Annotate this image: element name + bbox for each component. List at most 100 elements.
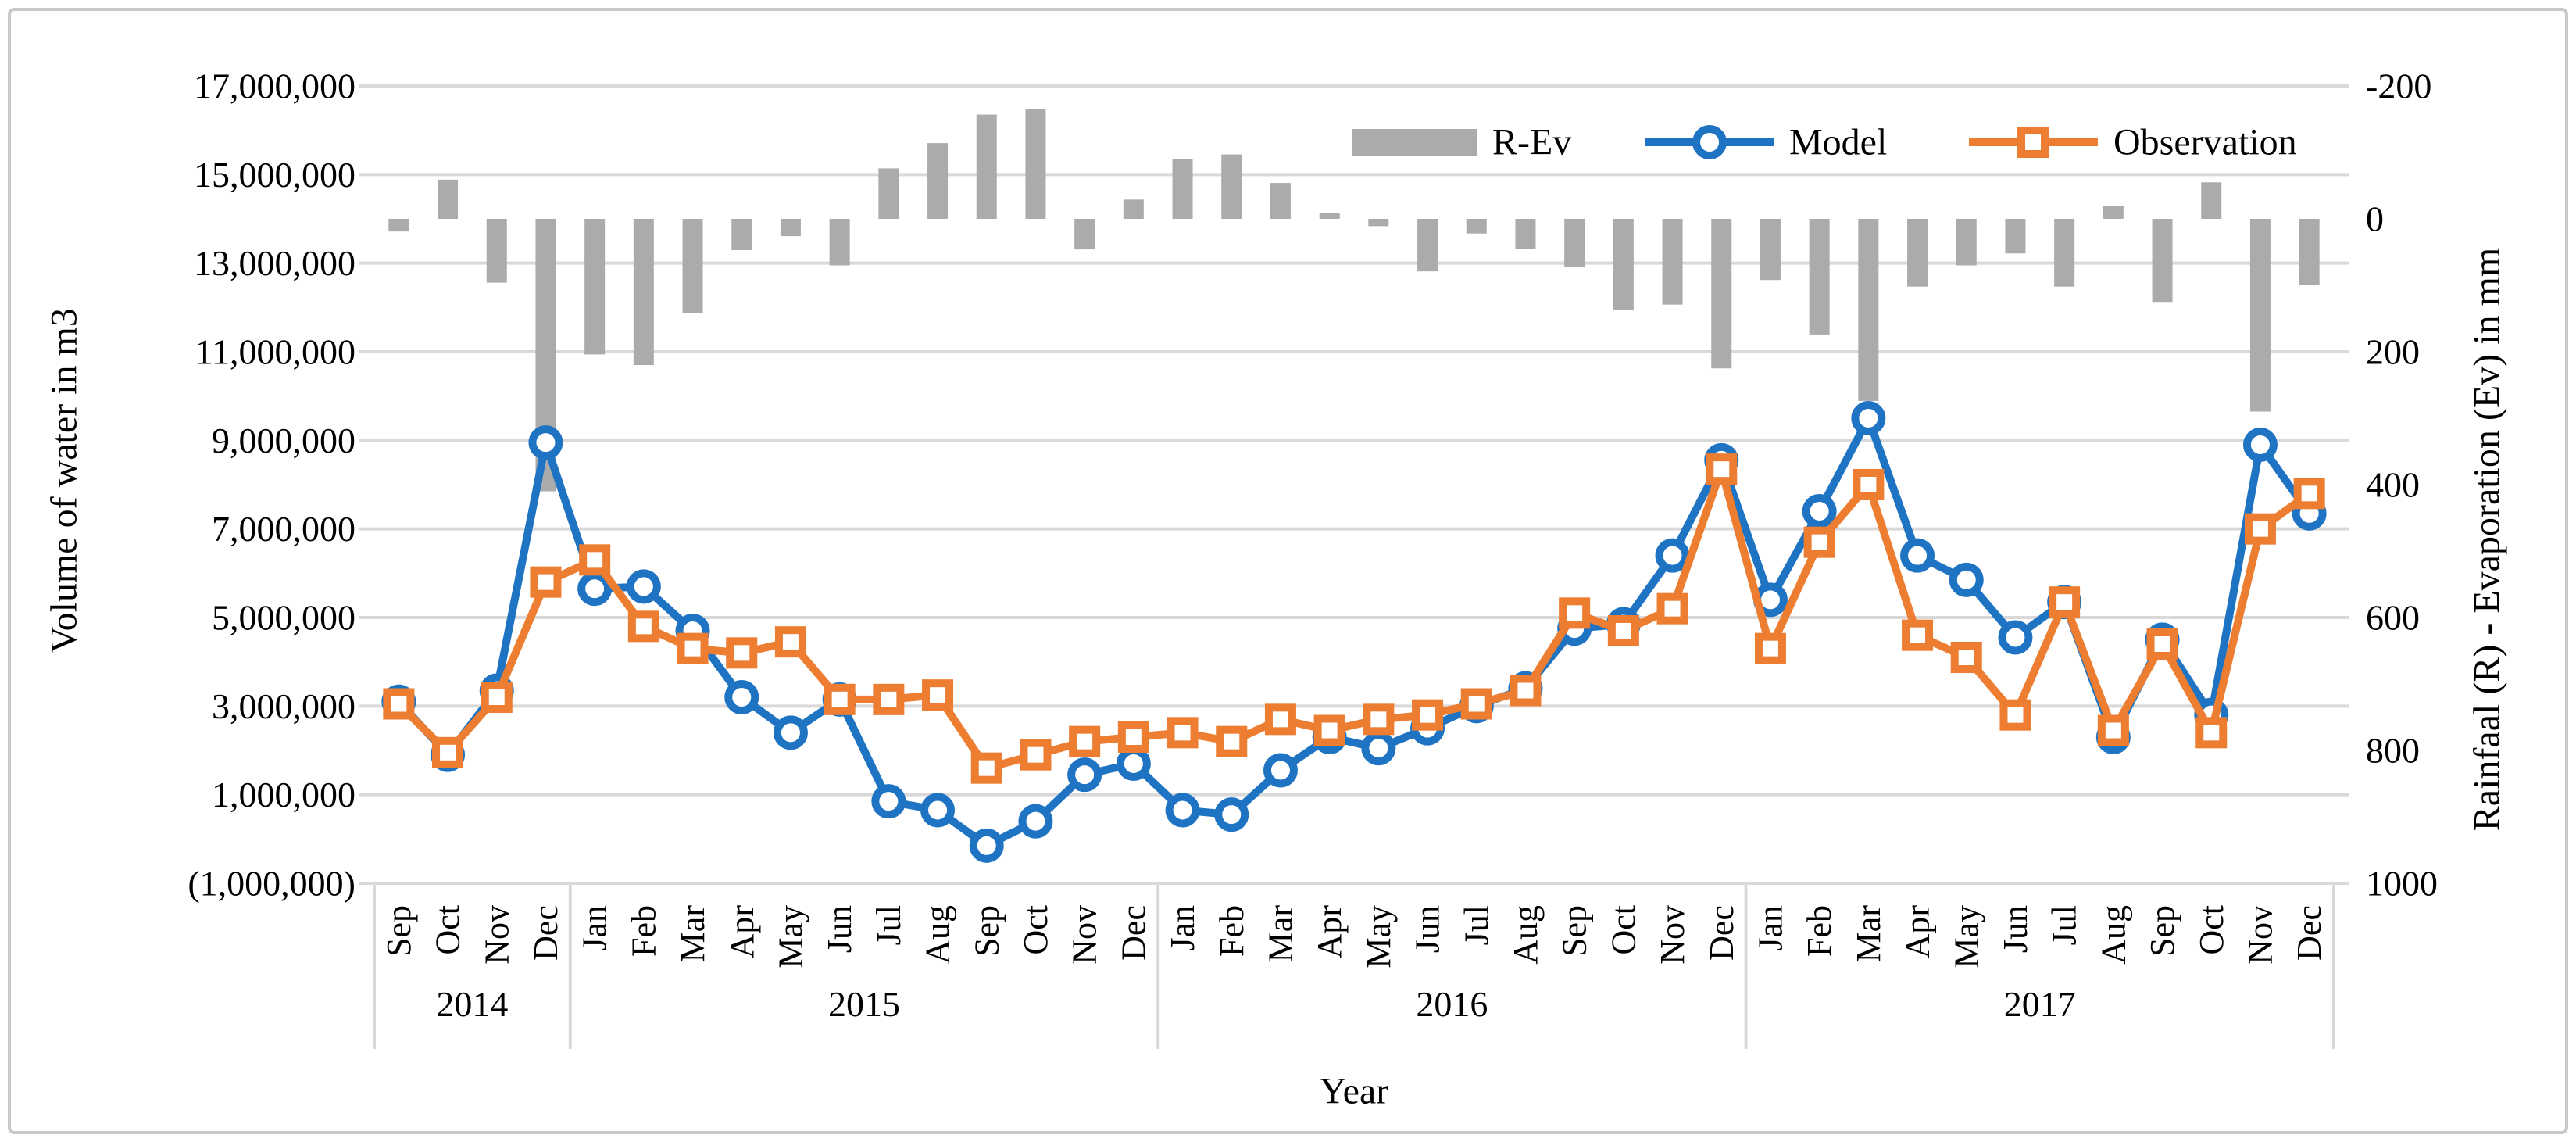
bar-r-ev: [1025, 109, 1046, 219]
marker-square-observation: [383, 688, 415, 720]
marker-square-observation: [2146, 628, 2178, 660]
x-month-label: Feb: [1800, 905, 1838, 957]
x-month-label: Jan: [1751, 905, 1789, 951]
marker-circle-model: [528, 425, 563, 460]
marker-square-observation: [1803, 526, 1835, 558]
x-month-label: Jul: [870, 905, 908, 945]
marker-square-observation: [1607, 615, 1639, 646]
bar-r-ev: [1662, 219, 1683, 305]
marker-square-observation: [1853, 469, 1885, 500]
x-month-label: Sep: [1556, 905, 1594, 957]
bar-r-ev: [2249, 219, 2271, 412]
marker-square-observation: [579, 544, 611, 576]
bar-r-ev: [1613, 219, 1634, 310]
x-month-label: Nov: [2241, 905, 2279, 965]
bar-r-ev: [388, 219, 409, 232]
marker-square-observation: [1950, 642, 1982, 673]
x-month-label: Oct: [429, 905, 467, 955]
marker-square-observation: [2244, 513, 2276, 545]
marker-circle-model: [773, 715, 808, 750]
x-month-label: Dec: [2290, 905, 2328, 961]
marker-circle-model: [577, 571, 613, 607]
x-month-label: Oct: [1604, 905, 1642, 955]
y-right-tick-label: 800: [2366, 731, 2420, 771]
y-right-tick-label: 200: [2366, 332, 2420, 372]
x-month-label: Aug: [2094, 905, 2132, 965]
x-year-label: 2016: [1416, 984, 1488, 1024]
y-left-tick-label: 15,000,000: [194, 155, 355, 195]
x-month-label: Feb: [1213, 905, 1251, 957]
legend-label-r-ev: R-Ev: [1492, 122, 1571, 163]
y-right-tick-label: 1000: [2366, 864, 2438, 904]
y-right-tick-label: -200: [2366, 66, 2431, 106]
x-month-label: Dec: [1702, 905, 1741, 961]
marker-square-observation: [1020, 739, 1052, 771]
x-month-label: Jul: [1457, 905, 1495, 945]
bar-r-ev: [1417, 219, 1438, 272]
y-left-tick-label: 5,000,000: [212, 598, 355, 638]
bar-r-ev: [829, 219, 850, 266]
marker-square-observation: [824, 683, 856, 715]
marker-square-observation: [530, 566, 562, 598]
marker-square-observation: [2049, 586, 2081, 618]
bar-r-ev: [976, 114, 997, 219]
marker-circle-model: [871, 784, 906, 819]
bar-r-ev: [1907, 219, 1928, 287]
marker-square-observation: [2195, 717, 2228, 749]
bar-r-ev: [878, 168, 899, 219]
legend-marker-observation: [2017, 127, 2049, 158]
marker-square-observation: [1216, 725, 1248, 757]
marker-circle-model: [1116, 746, 1151, 781]
marker-square-observation: [1412, 699, 1444, 731]
legend-swatch-r-ev: [1352, 129, 1477, 156]
bar-r-ev: [1368, 219, 1389, 227]
marker-square-observation: [1656, 592, 1688, 625]
left-axis-title: Volume of water in m3: [43, 308, 85, 653]
marker-circle-model: [1900, 538, 1935, 573]
bar-r-ev: [1221, 154, 1242, 219]
marker-square-observation: [1167, 717, 1199, 749]
line-observation: [395, 465, 2312, 772]
x-month-label: Oct: [1016, 905, 1055, 955]
marker-square-observation: [677, 632, 709, 664]
bar-r-ev: [2054, 219, 2075, 287]
y-left-tick-label: 7,000,000: [212, 509, 355, 549]
y-left-tick-label: 13,000,000: [194, 243, 355, 283]
x-month-label: May: [1359, 905, 1398, 968]
x-month-label: Jul: [2045, 905, 2084, 945]
marker-circle-model: [724, 680, 759, 714]
marker-square-observation: [432, 736, 464, 768]
marker-circle-model: [1263, 753, 1298, 788]
legend-label-observation: Observation: [2113, 122, 2297, 163]
x-month-label: Apr: [1310, 905, 1349, 959]
bar-r-ev: [1515, 219, 1536, 249]
x-year-label: 2017: [2004, 984, 2076, 1024]
x-month-label: Jun: [1996, 905, 2035, 953]
bar-r-ev: [1760, 219, 1781, 281]
x-year-label: 2015: [828, 984, 900, 1024]
x-month-label: Apr: [723, 905, 761, 959]
x-month-label: Mar: [1261, 905, 1299, 963]
bar-r-ev: [1564, 219, 1585, 268]
x-month-label: Feb: [624, 905, 663, 957]
x-month-label: Jun: [1409, 905, 1447, 953]
bar-r-ev: [486, 219, 507, 283]
marker-square-observation: [1999, 699, 2031, 731]
marker-square-observation: [1313, 714, 1345, 746]
x-month-label: Sep: [2143, 905, 2181, 957]
marker-circle-model: [969, 828, 1004, 863]
marker-square-observation: [922, 679, 954, 711]
marker-square-observation: [774, 626, 806, 658]
bar-r-ev: [2201, 182, 2222, 219]
y-left-tick-label: (1,000,000): [188, 864, 355, 904]
bar-r-ev: [682, 219, 703, 313]
x-month-label: Apr: [1899, 905, 1937, 959]
marker-circle-model: [1361, 731, 1396, 766]
marker-circle-model: [1067, 757, 1102, 793]
y-left-tick-label: 1,000,000: [212, 775, 355, 814]
bar-r-ev: [633, 219, 654, 365]
bar-r-ev: [1809, 219, 1830, 335]
bar-r-ev: [1319, 213, 1340, 219]
